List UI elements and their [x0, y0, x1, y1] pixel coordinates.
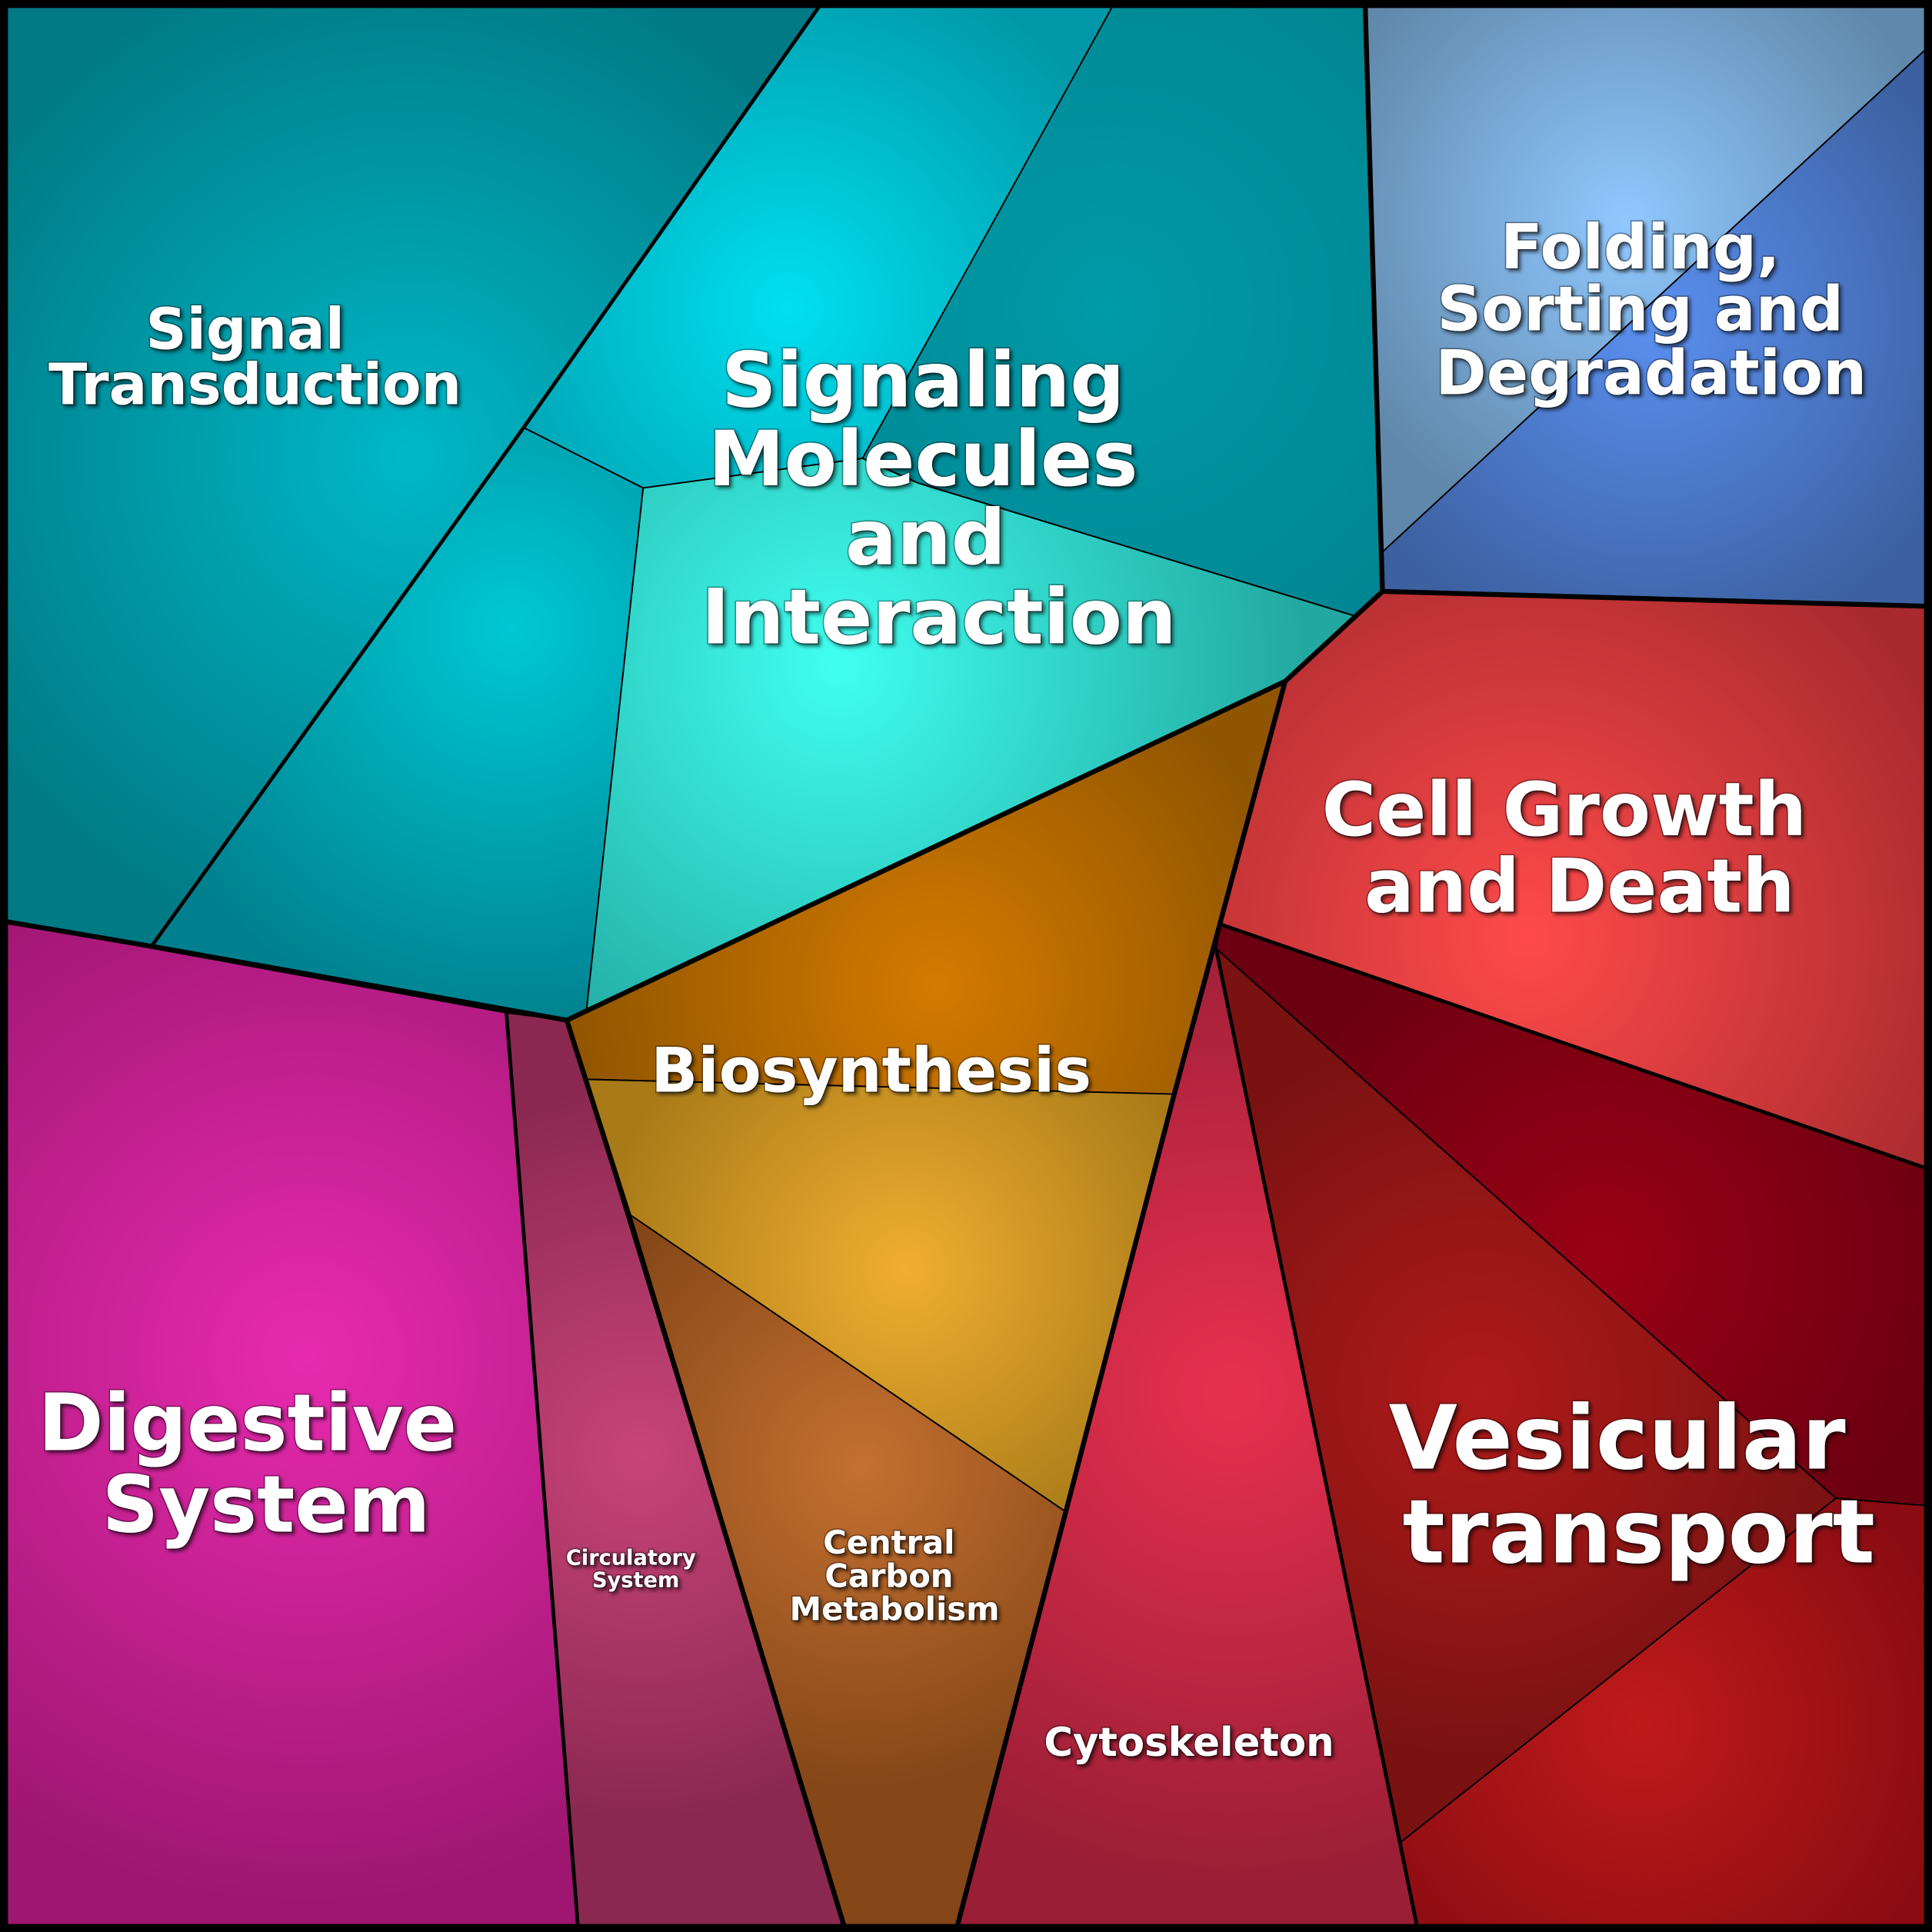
label-circulatory-system: Circulatory System	[566, 1547, 703, 1593]
label-cytoskeleton: Cytoskeleton	[1044, 1720, 1334, 1766]
labels: Signal Transduction Signaling Molecules …	[37, 211, 1877, 1767]
label-biosynthesis: Biosynthesis	[651, 1034, 1091, 1106]
label-central-carbon-metabolism: Central Carbon Metabolism	[790, 1524, 1000, 1628]
label-digestive-system: Digestive System	[38, 1378, 484, 1551]
label-signal-transduction: Signal Transduction	[48, 297, 461, 418]
label-folding: Folding, Sorting and Degradation	[1435, 212, 1867, 408]
label-vesicular-transport: Vesicular transport	[1389, 1387, 1877, 1584]
cells	[5, 5, 1927, 1927]
label-signaling-molecules: Signaling Molecules and Interaction	[701, 337, 1177, 662]
label-cell-growth: Cell Growth and Death	[1322, 767, 1833, 929]
